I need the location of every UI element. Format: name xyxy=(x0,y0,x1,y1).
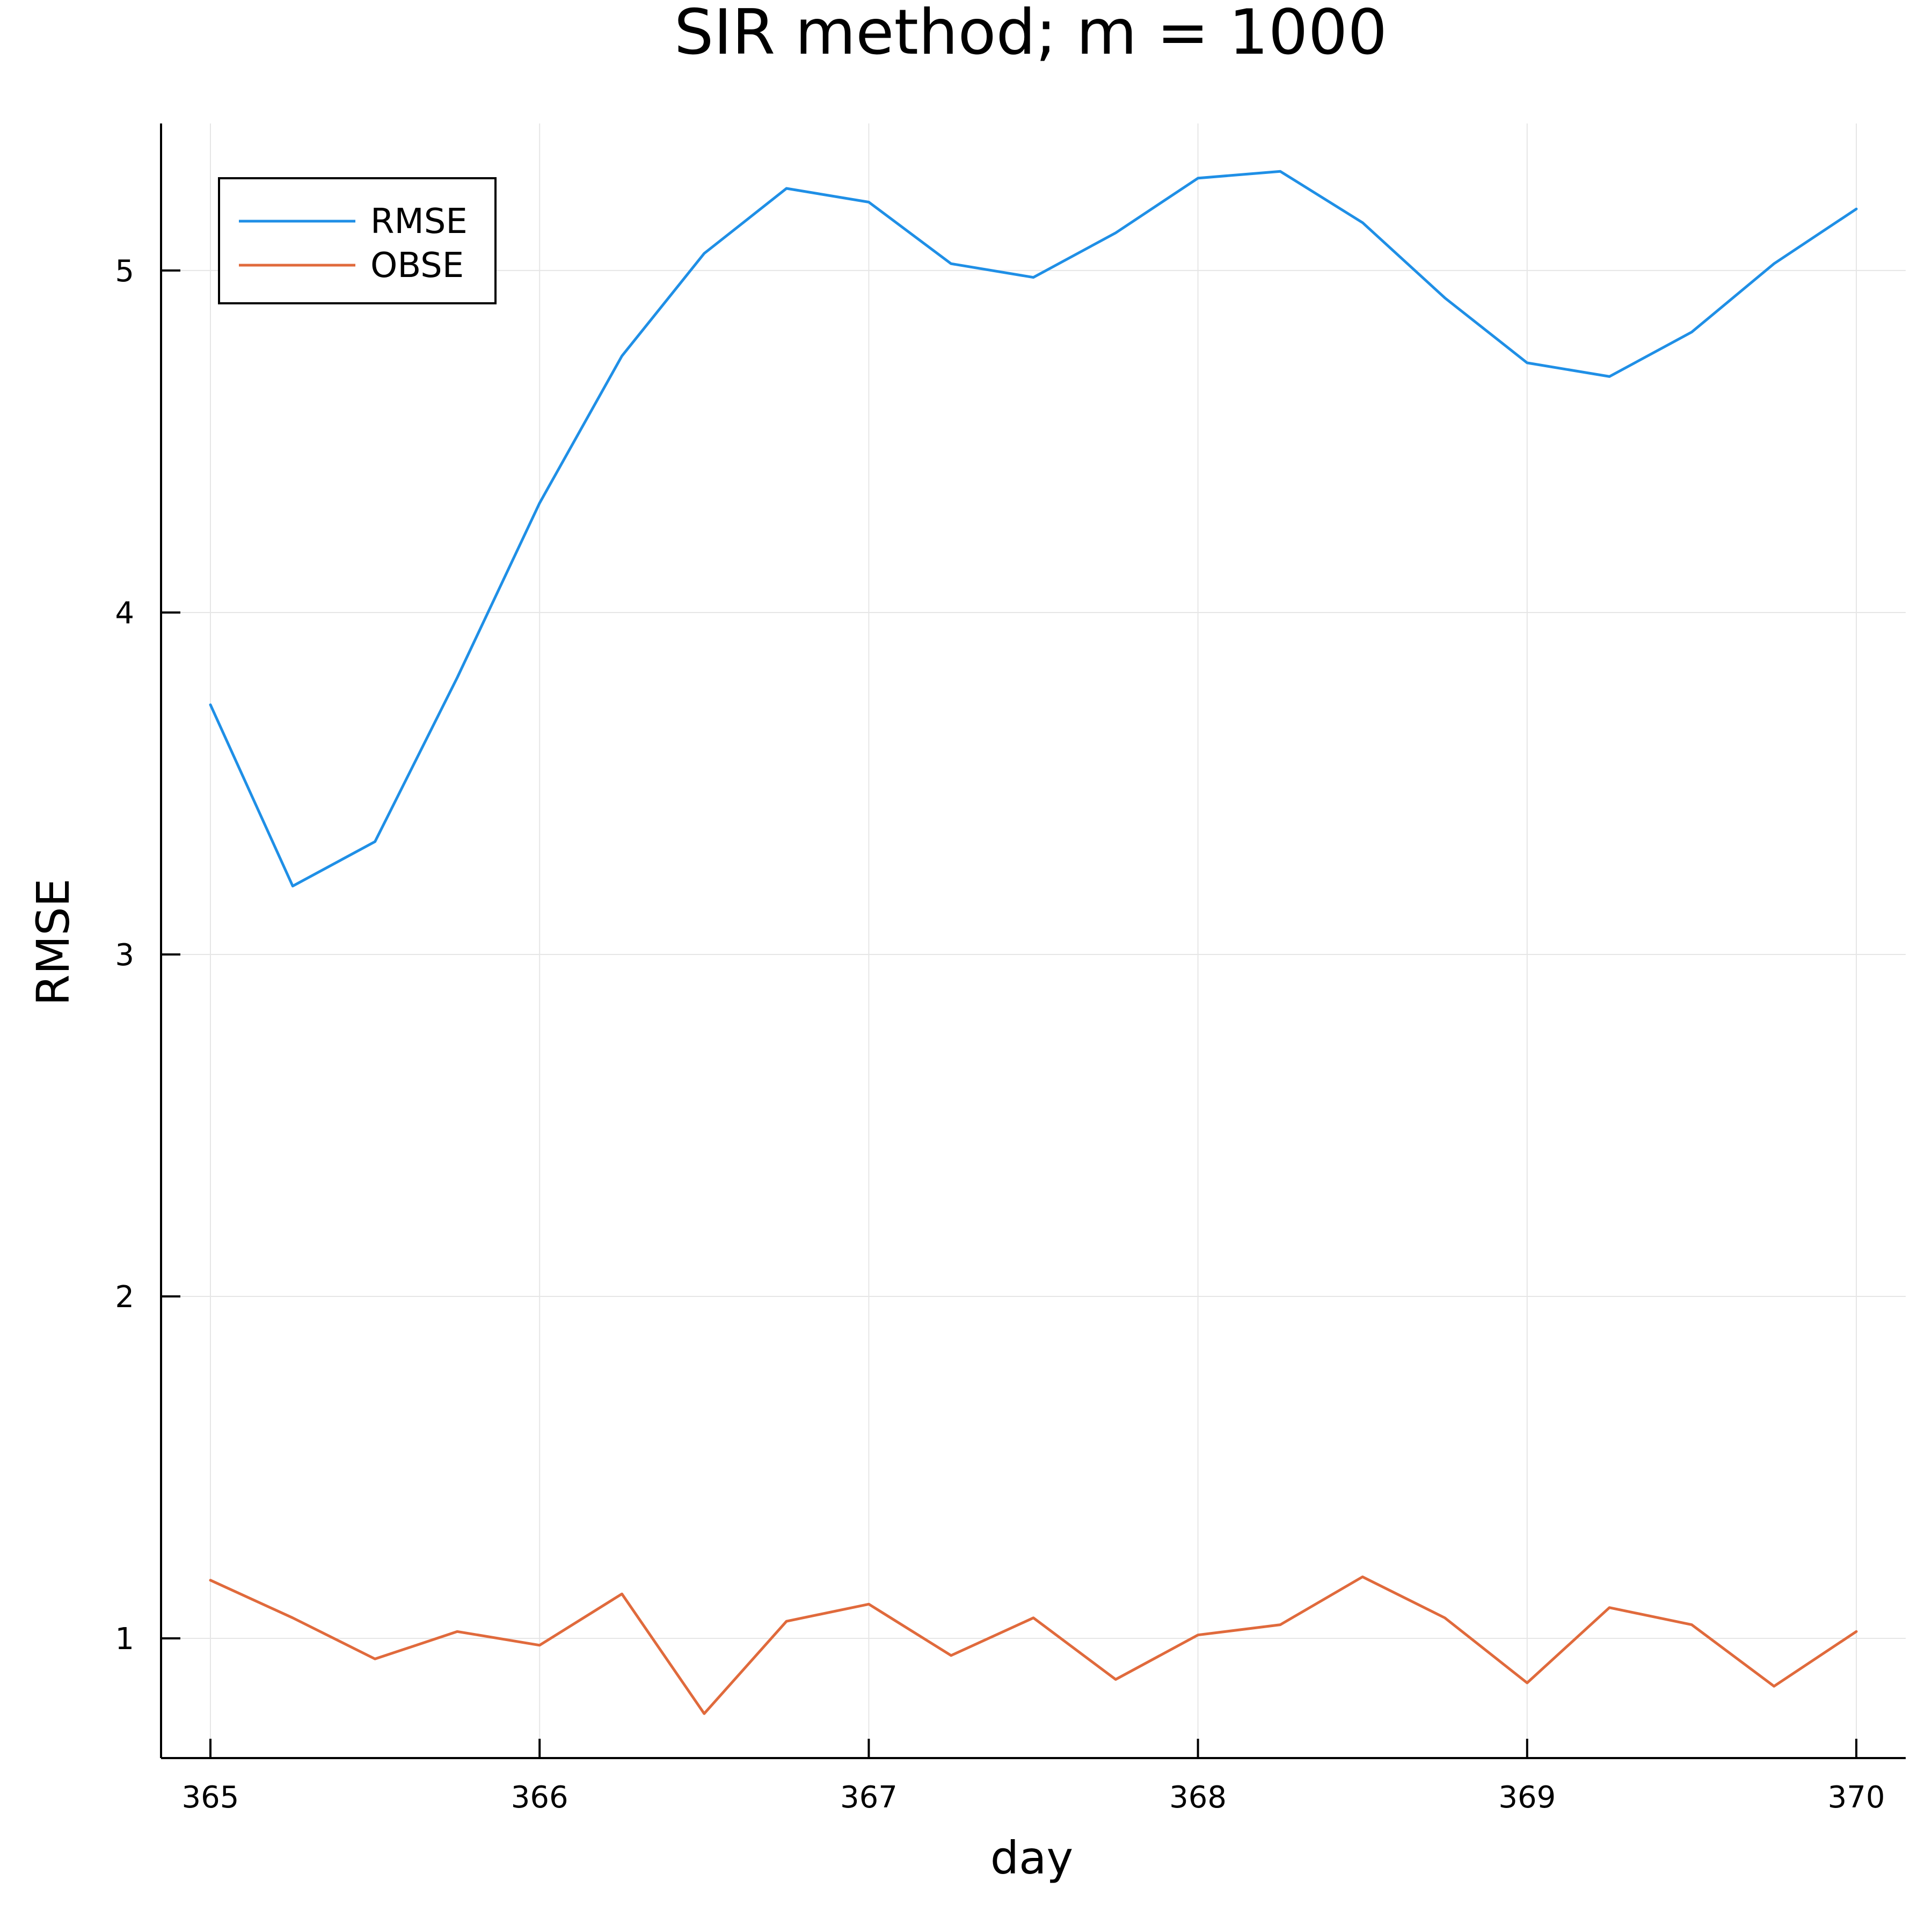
y-tick-label: 5 xyxy=(115,254,134,289)
grid xyxy=(161,123,1906,1758)
y-tick-label: 2 xyxy=(115,1280,134,1315)
x-tick-label: 366 xyxy=(511,1780,568,1815)
series-line-obse xyxy=(209,1575,1858,1715)
x-tick-label: 370 xyxy=(1828,1780,1885,1815)
legend-label-rmse: RMSE xyxy=(370,202,468,242)
y-tick-label: 4 xyxy=(115,596,134,631)
x-tick-label: 369 xyxy=(1498,1780,1556,1815)
y-ticks: 1 2 3 4 5 xyxy=(115,254,180,1657)
series-line-rmse xyxy=(209,170,1858,888)
legend-box xyxy=(218,177,497,304)
y-axis-title: RMSE xyxy=(27,878,79,1005)
x-axis-title: day xyxy=(990,1832,1074,1884)
x-tick-label: 368 xyxy=(1169,1780,1227,1815)
x-ticks: 365 366 367 368 369 370 xyxy=(182,1739,1885,1815)
x-tick-label: 365 xyxy=(182,1780,239,1815)
x-tick-label: 367 xyxy=(840,1780,898,1815)
y-tick-label: 1 xyxy=(115,1622,134,1657)
y-tick-label: 3 xyxy=(115,938,134,973)
series-group xyxy=(209,170,1858,1715)
chart-title: SIR method; m = 1000 xyxy=(674,0,1387,69)
legend-label-obse: OBSE xyxy=(370,246,464,286)
